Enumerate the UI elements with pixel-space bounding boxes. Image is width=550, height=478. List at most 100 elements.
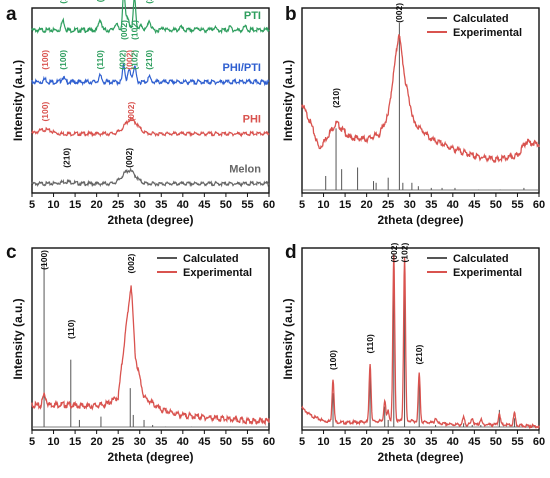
x-tick-label: 20 (361, 436, 373, 448)
experimental-line (301, 253, 540, 430)
x-tick-label: 35 (155, 436, 167, 448)
x-tick-label: 30 (134, 199, 146, 211)
peak-label: (102) (130, 20, 140, 40)
x-tick-label: 40 (177, 436, 189, 448)
legend-label: Calculated (453, 13, 509, 25)
panel-a: a 5 10 15 20 25 30 35 40 45 50 55 60 2theta (degree) I… (6, 0, 275, 227)
peak-label: (100) (39, 250, 49, 270)
series-label: PHI/PTI (222, 62, 261, 74)
series-line-melon (31, 167, 270, 188)
y-axis-title: Intensity (a.u.) (11, 298, 25, 379)
experimental-line (301, 34, 540, 164)
x-axis-title: 2theta (degree) (377, 450, 463, 464)
panel-c: c 5 10 15 20 25 30 35 40 45 50 55 60 2theta (degree) I… (6, 242, 275, 464)
x-tick-label: 20 (361, 199, 373, 211)
x-tick-label: 60 (533, 199, 545, 211)
x-tick-label: 40 (447, 199, 459, 211)
peak-label: (210) (331, 88, 341, 108)
peak-label: (002) (119, 20, 129, 40)
x-tick-label: 35 (425, 436, 437, 448)
peak-label: (110) (66, 319, 76, 339)
experimental-line (31, 285, 270, 427)
y-axis-title: Intensity (a.u.) (281, 298, 295, 379)
x-tick-label: 30 (134, 436, 146, 448)
series-label: PHI (243, 114, 261, 126)
series-line-pti (31, 0, 270, 35)
x-tick-label: 15 (339, 199, 351, 211)
x-tick-label: 15 (69, 199, 81, 211)
peak-label: (210) (61, 148, 71, 168)
x-tick-label: 40 (177, 199, 189, 211)
peak-label: (102) (400, 243, 410, 263)
x-tick-label: 10 (317, 199, 329, 211)
x-axis-title: 2theta (degree) (377, 213, 463, 227)
x-tick-label: 5 (29, 436, 35, 448)
x-tick-label: 25 (382, 199, 394, 211)
peak-label: (100) (328, 350, 338, 370)
peak-label: (100) (58, 0, 68, 4)
x-tick-label: 55 (511, 199, 523, 211)
x-tick-label: 60 (263, 436, 275, 448)
legend-label: Calculated (453, 253, 509, 265)
axis-frame (31, 247, 270, 431)
series-label: Melon (229, 164, 261, 176)
series-label: PTI (244, 10, 261, 22)
peak-label: (110) (95, 0, 105, 2)
x-tick-label: 40 (447, 436, 459, 448)
x-tick-label: 60 (263, 199, 275, 211)
peak-label: (002) (126, 253, 136, 273)
legend-label: Experimental (183, 267, 252, 279)
legend-label: Experimental (453, 27, 522, 39)
x-tick-label: 15 (69, 436, 81, 448)
x-tick-label: 15 (339, 436, 351, 448)
peak-label: (110) (365, 334, 375, 354)
peak-label: (210) (144, 50, 154, 70)
x-tick-label: 55 (241, 436, 253, 448)
x-tick-label: 50 (490, 199, 502, 211)
x-tick-label: 5 (299, 199, 305, 211)
legend-label: Calculated (183, 253, 239, 265)
axis-frame (301, 247, 540, 431)
legend-label: Experimental (453, 267, 522, 279)
panel-letter-c: c (6, 242, 17, 263)
peak-label: (100) (40, 102, 50, 122)
x-axis-title: 2theta (degree) (107, 213, 193, 227)
x-tick-label: 10 (47, 436, 59, 448)
panel-letter-d: d (285, 242, 297, 263)
x-axis-title: 2theta (degree) (107, 450, 193, 464)
series-line-phi (31, 116, 270, 138)
x-tick-label: 45 (198, 199, 210, 211)
x-tick-label: 30 (404, 436, 416, 448)
y-axis-title: Intensity (a.u.) (281, 60, 295, 141)
x-tick-label: 25 (112, 436, 124, 448)
panel-d: d 5 10 15 20 25 30 35 40 45 50 55 60 2theta (degree) I… (281, 242, 545, 464)
peak-label: (002) (394, 3, 404, 23)
x-tick-label: 45 (198, 436, 210, 448)
peak-label: (002) (124, 50, 134, 70)
panel-letter-b: b (285, 4, 297, 25)
x-tick-label: 10 (47, 199, 59, 211)
axis-frame (31, 7, 270, 194)
x-tick-label: 5 (29, 199, 35, 211)
y-axis-title: Intensity (a.u.) (11, 60, 25, 141)
x-tick-label: 20 (91, 436, 103, 448)
axis-frame (301, 7, 540, 194)
x-tick-label: 50 (220, 436, 232, 448)
peak-label: (002) (124, 148, 134, 168)
peak-label: (002) (126, 102, 136, 122)
x-tick-label: 25 (382, 436, 394, 448)
x-tick-label: 20 (91, 199, 103, 211)
peak-label: (002) (389, 243, 399, 263)
x-tick-label: 25 (112, 199, 124, 211)
peak-label: (210) (414, 344, 424, 364)
panel-letter-a: a (6, 4, 17, 25)
x-tick-label: 45 (468, 199, 480, 211)
x-tick-label: 45 (468, 436, 480, 448)
peak-label: (210) (144, 0, 154, 4)
x-tick-label: 5 (299, 436, 305, 448)
peak-label: (110) (95, 50, 105, 70)
x-tick-label: 50 (490, 436, 502, 448)
series-line-phi-pti (31, 63, 270, 87)
peak-label: (102) (130, 50, 140, 70)
